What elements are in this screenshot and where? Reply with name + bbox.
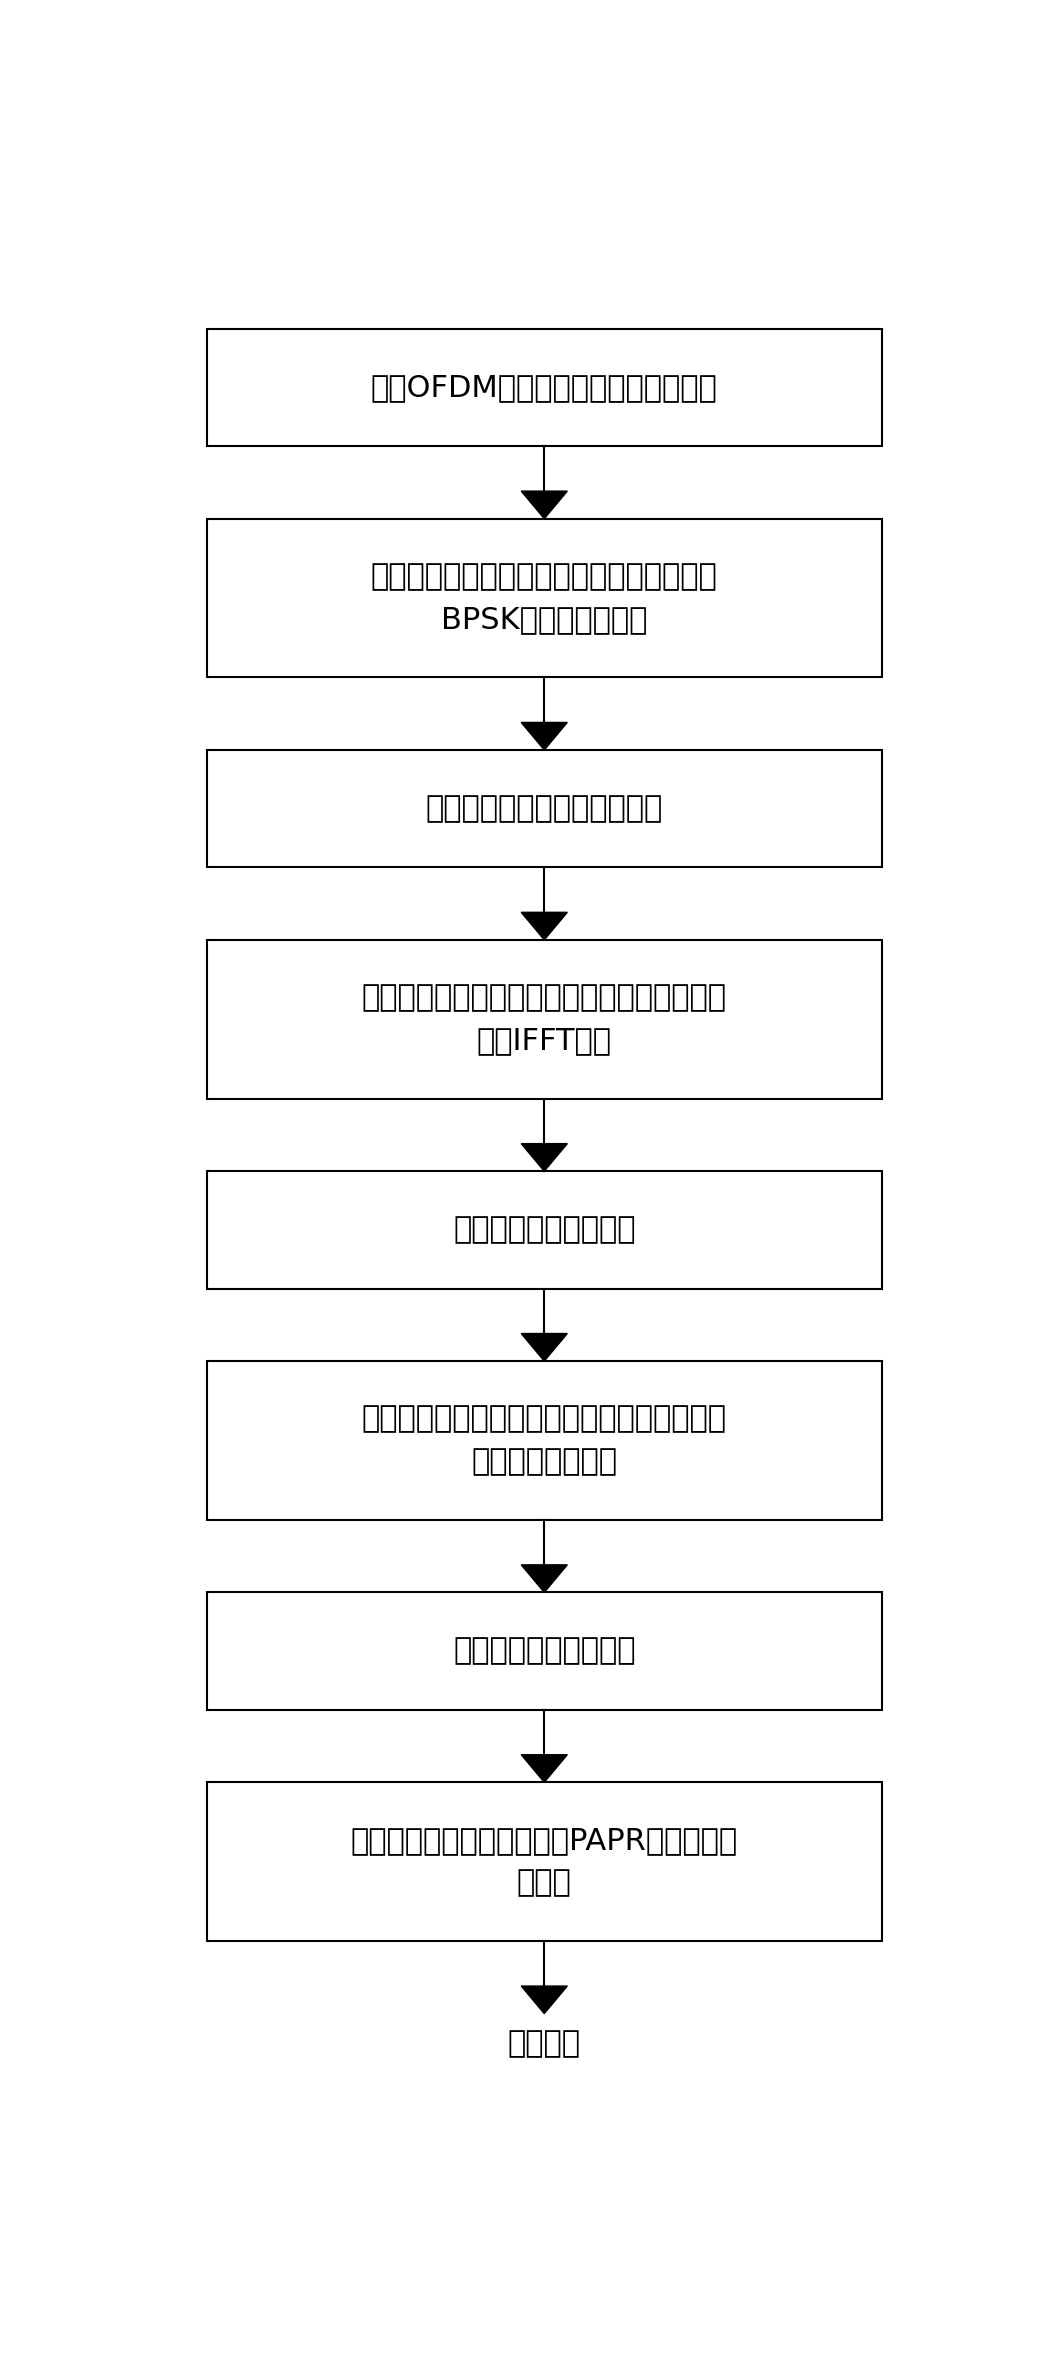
Bar xyxy=(207,519,881,678)
Text: 信号输出: 信号输出 xyxy=(508,2030,581,2059)
Polygon shape xyxy=(521,1143,567,1171)
Bar xyxy=(207,1360,881,1520)
Bar xyxy=(207,1171,881,1289)
Bar xyxy=(207,940,881,1098)
Polygon shape xyxy=(521,1986,567,2014)
Text: 获得第二部分候选信号: 获得第二部分候选信号 xyxy=(453,1636,635,1665)
Text: 将第一部分候选信号送入候选信号处理模块，
生成新的候选信号: 将第一部分候选信号送入候选信号处理模块， 生成新的候选信号 xyxy=(362,1405,726,1476)
Text: 获得第一部分候选信号: 获得第一部分候选信号 xyxy=(453,1216,635,1244)
Text: 将分块后的各个子块进行块交织处理，并分别
进行IFFT变换: 将分块后的各个子块进行块交织处理，并分别 进行IFFT变换 xyxy=(362,985,726,1055)
Bar xyxy=(207,328,881,446)
Bar xyxy=(207,1591,881,1709)
Text: 确定OFDM系统和优化方法的相关参数: 确定OFDM系统和优化方法的相关参数 xyxy=(371,373,718,401)
Text: 产生二进制序列，并对其分别用两种不同的
BPSK星座图进行映射: 产生二进制序列，并对其分别用两种不同的 BPSK星座图进行映射 xyxy=(371,562,718,635)
Bar xyxy=(207,751,881,866)
Polygon shape xyxy=(521,1565,567,1591)
Polygon shape xyxy=(521,1334,567,1360)
Polygon shape xyxy=(521,911,567,940)
Text: 对映射后的序列进行分块处理: 对映射后的序列进行分块处理 xyxy=(426,793,663,824)
Text: 从全部的候选信号中，选择PAPR值最小的候
选信号: 从全部的候选信号中，选择PAPR值最小的候 选信号 xyxy=(350,1825,738,1898)
Bar xyxy=(207,1783,881,1941)
Polygon shape xyxy=(521,1754,567,1783)
Polygon shape xyxy=(521,722,567,751)
Polygon shape xyxy=(521,491,567,519)
